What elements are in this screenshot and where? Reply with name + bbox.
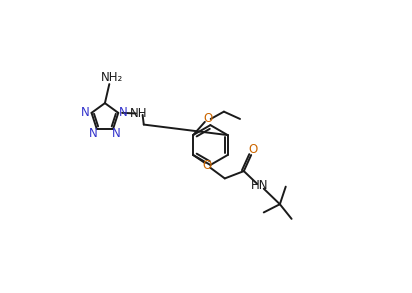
Text: O: O — [203, 159, 212, 172]
Text: N: N — [112, 127, 121, 140]
Text: O: O — [203, 113, 213, 125]
Text: O: O — [248, 143, 257, 156]
Text: N: N — [119, 106, 128, 119]
Text: HN: HN — [250, 179, 268, 192]
Text: N: N — [89, 127, 98, 140]
Text: NH₂: NH₂ — [101, 71, 123, 84]
Text: N: N — [81, 106, 90, 119]
Text: NH: NH — [130, 107, 147, 120]
